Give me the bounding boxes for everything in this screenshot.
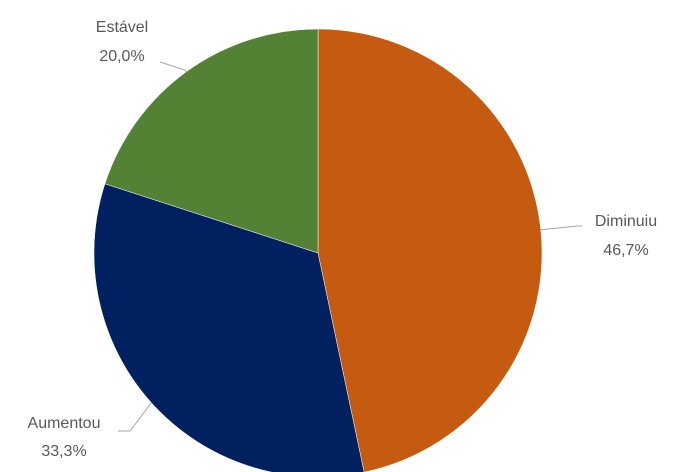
data-label-estavel-name: Estável [96, 19, 148, 36]
pie-slice-diminuiu [317, 28, 543, 472]
pie-slices [93, 28, 543, 472]
data-label-diminuiu-name: Diminuiu [595, 213, 657, 230]
leader-line-aumentou [118, 402, 152, 432]
leader-lines [118, 61, 582, 432]
data-label-aumentou-name: Aumentou [28, 415, 101, 432]
leader-line-diminuiu [540, 225, 582, 231]
pie-slice-estavel [104, 28, 319, 254]
leader-line-estavel [159, 61, 187, 73]
data-label-aumentou-value: 33,3% [41, 443, 86, 460]
data-label-estavel-value: 20,0% [99, 48, 144, 65]
data-label-diminuiu-value: 46,7% [603, 242, 648, 259]
